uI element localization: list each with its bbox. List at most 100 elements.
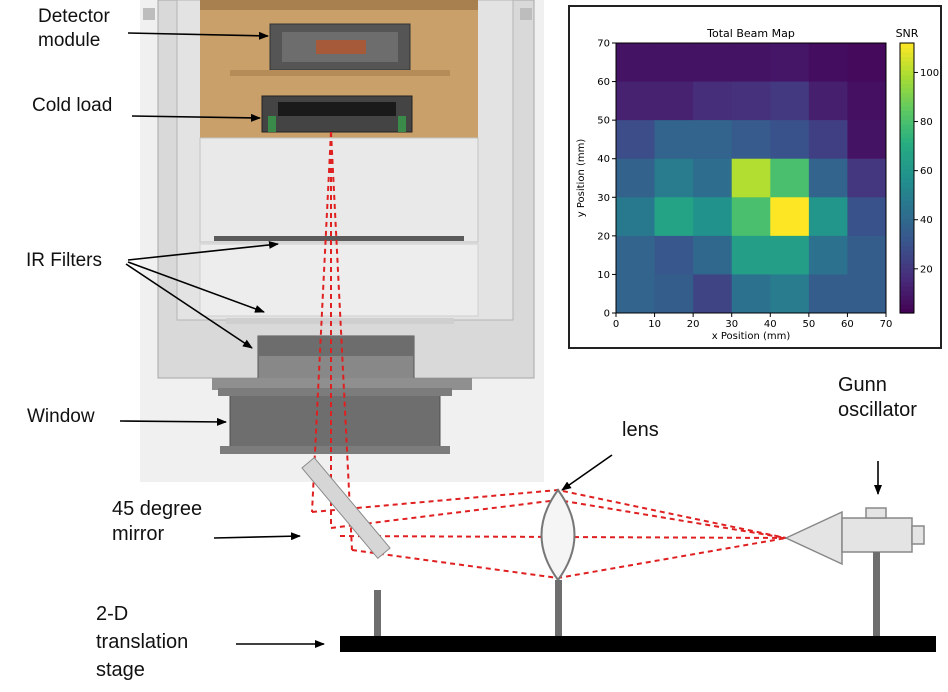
colorbar-segment	[900, 209, 914, 215]
x-tick-label: 10	[648, 319, 661, 330]
ir-filter-3-top	[258, 336, 414, 356]
colorbar-segment	[900, 155, 914, 161]
colorbar-segment	[900, 88, 914, 94]
beam-ray	[330, 131, 353, 551]
window-housing	[229, 389, 441, 453]
heatmap-cell	[654, 274, 694, 314]
heatmap-cell	[808, 235, 848, 275]
colorbar-segment	[900, 281, 914, 287]
heatmap-cell	[616, 81, 656, 121]
mirror-45-degree	[301, 456, 391, 638]
heatmap-cell	[808, 158, 848, 198]
colorbar-segment	[900, 52, 914, 58]
colorbar-segment	[900, 137, 914, 143]
colorbar-segment	[900, 263, 914, 269]
colorbar-segment	[900, 43, 914, 49]
heatmap-cell	[654, 235, 694, 275]
translation-stage-bar	[340, 636, 936, 652]
ir-filter-1	[214, 236, 464, 241]
heatmap-cell	[808, 274, 848, 314]
colorbar-segment	[900, 236, 914, 242]
colorbar-segment	[900, 232, 914, 238]
detector-module-arrow	[127, 31, 269, 40]
colorbar-segment	[900, 187, 914, 193]
colorbar-segment	[900, 173, 914, 179]
cold-load-label: Cold load	[32, 95, 113, 116]
heatmap-cell	[731, 81, 771, 121]
detector-module-label: Detector module	[38, 5, 110, 53]
heatmap-cell	[770, 197, 810, 237]
detector-chip	[316, 40, 366, 54]
detector-module-label-line: Detector	[38, 6, 110, 27]
lens-element	[540, 488, 576, 582]
heatmap-cell	[731, 158, 771, 198]
x-tick-label: 20	[687, 319, 700, 330]
colorbar-segment	[900, 218, 914, 224]
heatmap-cell	[808, 120, 848, 160]
heatmap-cell	[693, 120, 733, 160]
mirror-arrow	[213, 532, 301, 541]
optical-bench	[301, 456, 936, 652]
colorbar-segment	[900, 164, 914, 170]
mirror-label: 45 degree mirror	[112, 497, 202, 547]
colorbar-segment	[900, 259, 914, 265]
colorbar-segment	[900, 56, 914, 62]
heatmap-cell	[616, 158, 656, 198]
colorbar-frame	[899, 42, 915, 314]
beam-map-inset: 0 10 20 30 40 50 60 70 0 10 20 30 40 50 60 70 Total Beam…	[568, 5, 942, 349]
copper-flange	[200, 0, 478, 10]
colorbar-segment	[900, 119, 914, 125]
heatmap-cell	[770, 81, 810, 121]
translation-stage-label-line: stage	[96, 659, 145, 681]
heatmap-cell	[847, 235, 887, 275]
heatmap-cell	[616, 120, 656, 160]
horn-antenna	[784, 510, 843, 566]
heatmap-cell	[731, 120, 771, 160]
gunn-oscillator-label: Gunn oscillator	[838, 373, 917, 423]
colorbar-segment	[900, 196, 914, 202]
lens-post	[555, 580, 562, 638]
lens-label: lens	[622, 419, 659, 441]
translation-stage-label-line: 2-D	[96, 603, 129, 625]
heatmap-cell	[654, 158, 694, 198]
ir-filters-arrow-1	[127, 240, 279, 261]
y-tick-label: 60	[597, 77, 610, 88]
window-label: Window	[27, 406, 95, 427]
x-tick-label: 40	[764, 319, 777, 330]
cryostat-rendering	[140, 0, 544, 482]
heatmap-cell	[770, 43, 810, 83]
colorbar-tick-label: 60	[920, 166, 933, 177]
colorbar-segment	[900, 241, 914, 247]
colorbar-segment	[900, 304, 914, 310]
heatmap-cell	[616, 197, 656, 237]
colorbar-segment	[900, 308, 914, 314]
window-lower-flange	[220, 446, 450, 454]
heatmap-cell	[693, 158, 733, 198]
colorbar-segment	[900, 277, 914, 283]
translation-stage-label-line: translation	[96, 631, 189, 653]
colorbar-segment	[900, 110, 914, 116]
colorbar-segment	[900, 83, 914, 89]
x-tick-label: 0	[613, 319, 619, 330]
mirror-label-line: 45 degree	[112, 498, 203, 520]
colorbar-segment	[900, 128, 914, 134]
x-tick-label: 30	[725, 319, 738, 330]
heatmap-cell	[654, 43, 694, 83]
heatmap-cell	[654, 197, 694, 237]
cold-load-board	[398, 116, 406, 132]
lens-arrow	[561, 454, 613, 491]
heatmap-cell	[616, 274, 656, 314]
heatmap-cell	[808, 197, 848, 237]
colorbar-segment	[900, 290, 914, 296]
colorbar-segment	[900, 79, 914, 85]
heatmap-cell	[847, 43, 887, 83]
detector-module-label-line: module	[38, 29, 101, 51]
heatmap-cell	[731, 197, 771, 237]
annotation-arrows	[119, 31, 882, 648]
cryostat-bolt	[520, 8, 532, 20]
colorbar-segment	[900, 250, 914, 256]
oscillator-top-port	[865, 507, 887, 519]
window-flange	[218, 388, 452, 396]
colorbar-segment	[900, 295, 914, 301]
heatmap-cell	[731, 43, 771, 83]
